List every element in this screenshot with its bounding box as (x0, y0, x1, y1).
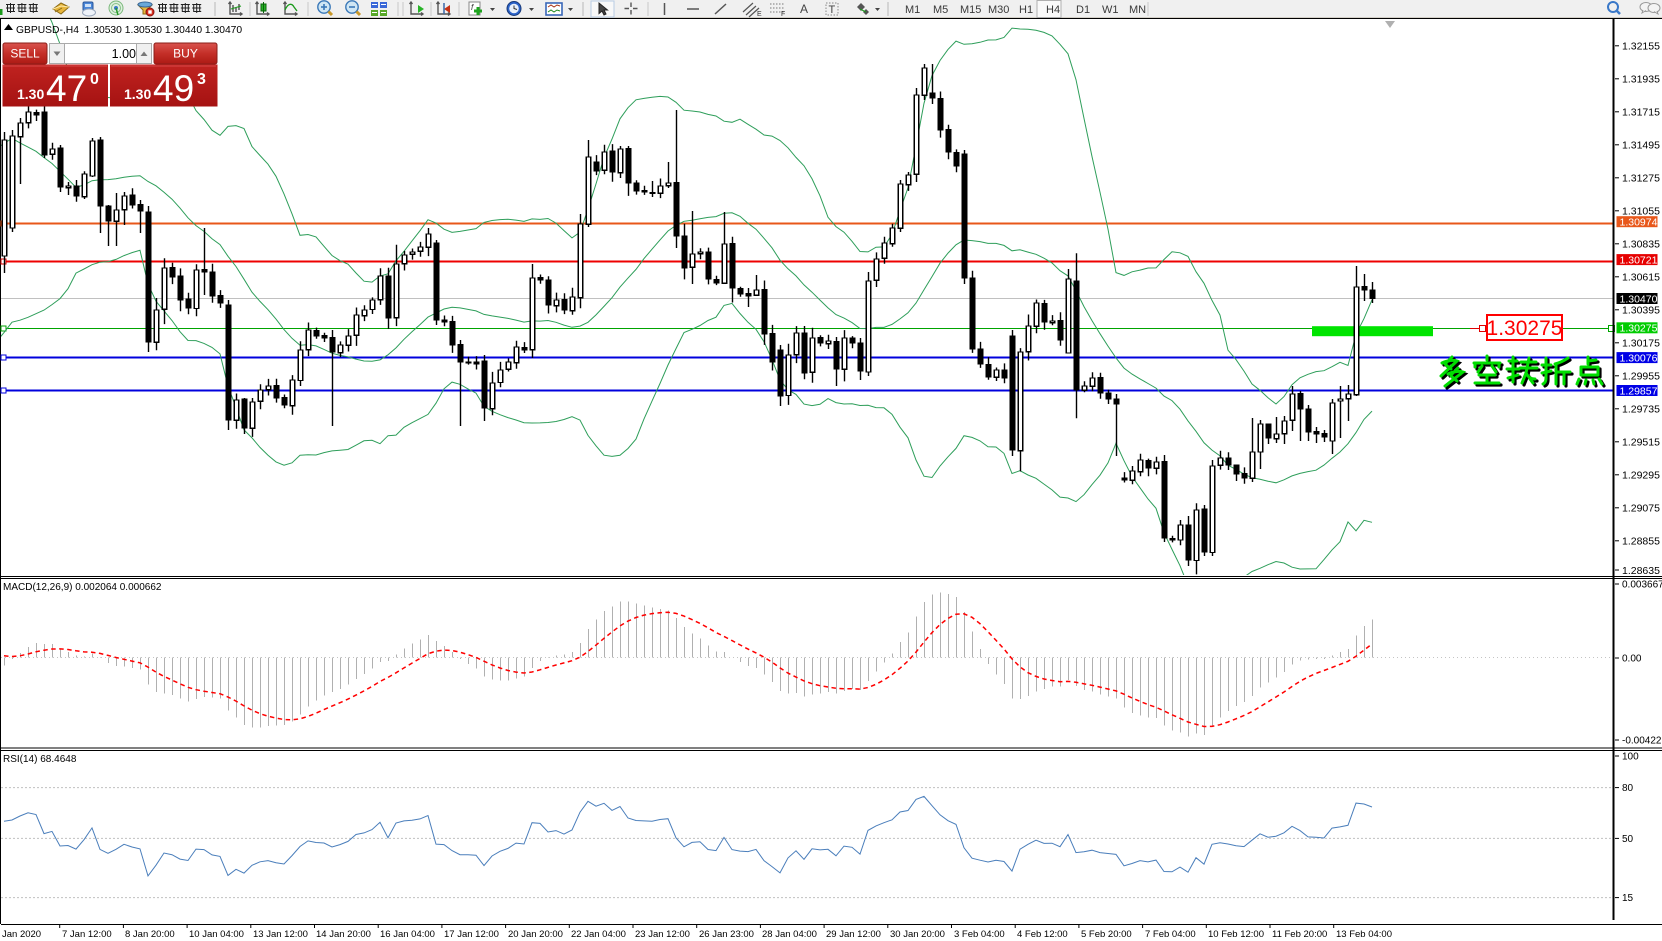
svg-text:H4: H4 (1046, 4, 1060, 16)
svg-text:MN: MN (1129, 4, 1146, 16)
svg-text:1.30615: 1.30615 (1622, 272, 1660, 284)
svg-text:W1: W1 (1102, 4, 1119, 16)
svg-text:26 Jan 23:00: 26 Jan 23:00 (699, 929, 754, 940)
svg-text:7 Jan 12:00: 7 Jan 12:00 (62, 929, 112, 940)
svg-text:1.30275: 1.30275 (1487, 317, 1563, 340)
svg-text:16 Jan 04:00: 16 Jan 04:00 (380, 929, 435, 940)
svg-text:5 Feb 20:00: 5 Feb 20:00 (1081, 929, 1132, 940)
svg-text:80: 80 (1622, 783, 1634, 794)
svg-text:D1: D1 (1076, 4, 1090, 16)
svg-text:1.29075: 1.29075 (1622, 503, 1660, 515)
svg-text:28 Jan 04:00: 28 Jan 04:00 (762, 929, 817, 940)
svg-text:1.29955: 1.29955 (1622, 371, 1660, 383)
svg-text:1.30175: 1.30175 (1622, 338, 1660, 350)
svg-text:f: f (471, 3, 474, 12)
svg-text:8 Jan 20:00: 8 Jan 20:00 (125, 929, 175, 940)
svg-text:1.30835: 1.30835 (1622, 239, 1660, 251)
svg-text:0: 0 (90, 71, 99, 88)
svg-text:23 Jan 12:00: 23 Jan 12:00 (635, 929, 690, 940)
svg-text:1.29515: 1.29515 (1622, 437, 1660, 449)
svg-text:1.29857: 1.29857 (1620, 385, 1658, 397)
svg-text:F: F (781, 11, 785, 18)
svg-text:1.29295: 1.29295 (1622, 470, 1660, 482)
svg-text:14 Jan 20:00: 14 Jan 20:00 (316, 929, 371, 940)
svg-text:4 Feb 12:00: 4 Feb 12:00 (1017, 929, 1068, 940)
svg-text:1.30275: 1.30275 (1620, 323, 1658, 335)
svg-text:H1: H1 (1019, 4, 1033, 16)
svg-text:1.31275: 1.31275 (1622, 173, 1660, 185)
svg-text:M1: M1 (905, 4, 920, 16)
svg-text:1.30721: 1.30721 (1620, 254, 1658, 266)
svg-text:0.003667: 0.003667 (1622, 580, 1662, 591)
svg-text:22 Jan 04:00: 22 Jan 04:00 (571, 929, 626, 940)
svg-text:13 Feb 04:00: 13 Feb 04:00 (1336, 929, 1392, 940)
svg-text:A: A (800, 2, 808, 16)
svg-text:E: E (757, 11, 762, 18)
svg-text:1.30076: 1.30076 (1620, 352, 1658, 364)
svg-text:M15: M15 (960, 4, 981, 16)
svg-text:11 Feb 20:00: 11 Feb 20:00 (1272, 929, 1327, 940)
svg-text:SELL: SELL (10, 47, 40, 61)
svg-text:1.29735: 1.29735 (1622, 404, 1660, 416)
svg-text:1.31935: 1.31935 (1622, 74, 1660, 86)
svg-text:1.30: 1.30 (124, 86, 151, 102)
svg-text:50: 50 (1622, 834, 1634, 845)
svg-text:17 Jan 12:00: 17 Jan 12:00 (444, 929, 499, 940)
svg-text:-0.00422: -0.00422 (1622, 736, 1662, 747)
svg-text:MACD(12,26,9) 0.002064 0.00066: MACD(12,26,9) 0.002064 0.000662 (3, 582, 162, 593)
svg-text:M30: M30 (988, 4, 1009, 16)
svg-text:3: 3 (197, 71, 206, 88)
svg-text:BUY: BUY (173, 47, 198, 61)
svg-text:1.31055: 1.31055 (1622, 206, 1660, 218)
svg-text:49: 49 (153, 68, 194, 109)
svg-text:15: 15 (1622, 893, 1634, 904)
svg-text:10 Feb 12:00: 10 Feb 12:00 (1208, 929, 1264, 940)
svg-text:1.30: 1.30 (17, 86, 44, 102)
svg-text:Jan 2020: Jan 2020 (2, 929, 41, 940)
svg-text:100: 100 (1622, 752, 1639, 763)
svg-text:0.00: 0.00 (1622, 654, 1642, 665)
svg-text:1.31495: 1.31495 (1622, 140, 1660, 152)
svg-text:1.00: 1.00 (112, 47, 136, 61)
svg-text:RSI(14) 68.4648: RSI(14) 68.4648 (3, 754, 77, 765)
svg-text:29 Jan 12:00: 29 Jan 12:00 (826, 929, 881, 940)
svg-text:1.28635: 1.28635 (1622, 565, 1660, 577)
svg-text:1.30470: 1.30470 (1620, 293, 1658, 305)
svg-text:47: 47 (46, 68, 87, 109)
svg-text:GBPUSD-,H4 1.30530 1.30530 1.: GBPUSD-,H4 1.30530 1.30530 1.30440 1.304… (16, 25, 242, 36)
svg-text:T: T (829, 4, 836, 16)
svg-text:30 Jan 20:00: 30 Jan 20:00 (890, 929, 945, 940)
svg-text:7 Feb 04:00: 7 Feb 04:00 (1145, 929, 1196, 940)
svg-text:13 Jan 12:00: 13 Jan 12:00 (253, 929, 308, 940)
svg-text:1.28855: 1.28855 (1622, 536, 1660, 548)
svg-text:M5: M5 (933, 4, 948, 16)
svg-text:1.31715: 1.31715 (1622, 107, 1660, 119)
svg-text:1.30395: 1.30395 (1622, 305, 1660, 317)
svg-text:20 Jan 20:00: 20 Jan 20:00 (508, 929, 563, 940)
svg-text:10 Jan 04:00: 10 Jan 04:00 (189, 929, 244, 940)
svg-text:3 Feb 04:00: 3 Feb 04:00 (954, 929, 1005, 940)
svg-text:1.30974: 1.30974 (1620, 217, 1658, 229)
svg-text:1.32155: 1.32155 (1622, 41, 1660, 53)
